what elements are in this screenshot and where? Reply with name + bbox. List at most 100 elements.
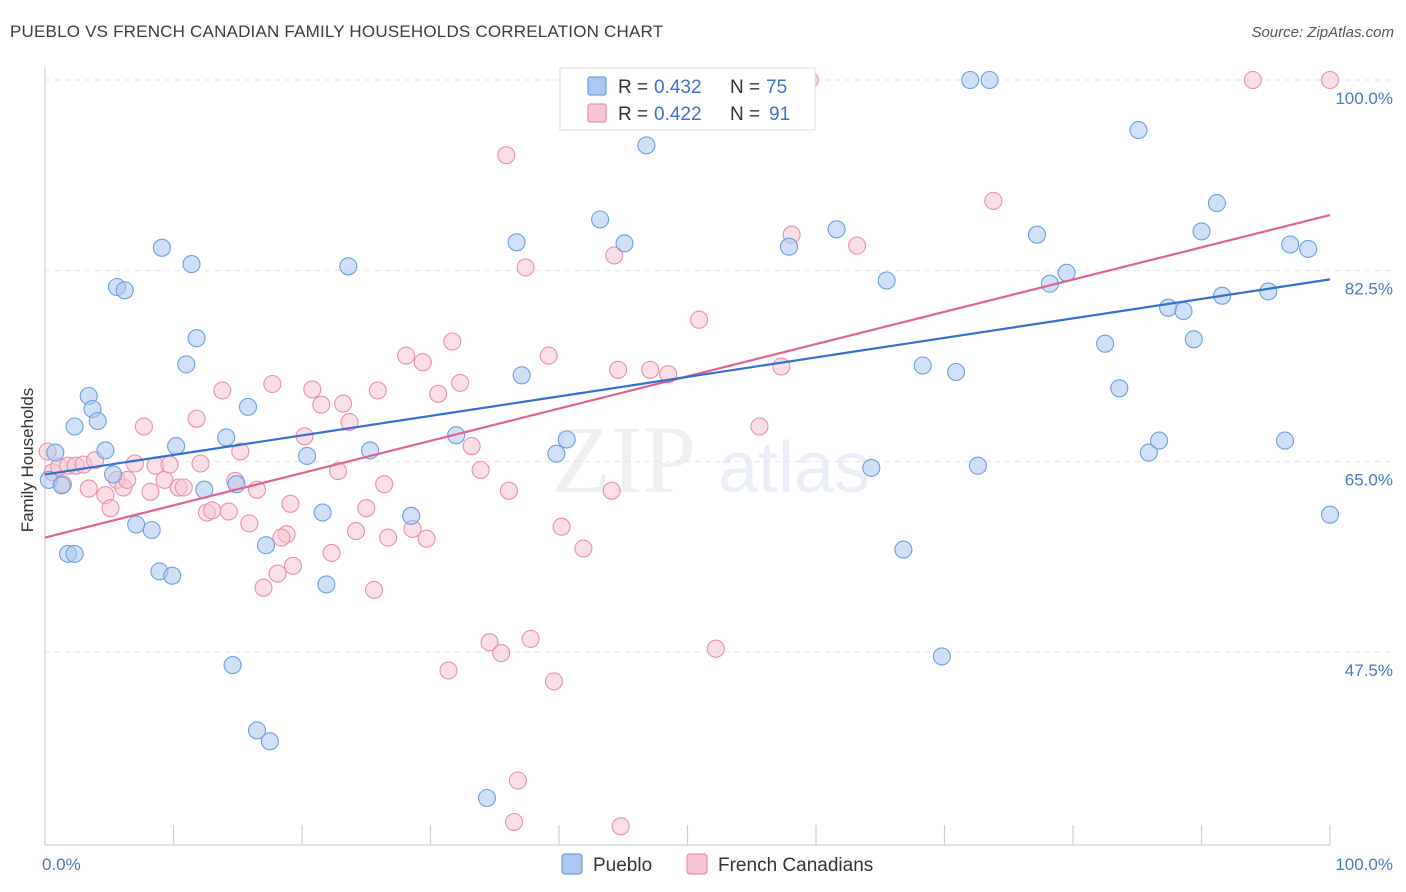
pueblo-point-16 bbox=[152, 238, 171, 257]
french-point-48 bbox=[368, 381, 387, 400]
pueblo-point-55 bbox=[968, 456, 987, 475]
bottom-legend-swatch-pueblo bbox=[561, 853, 583, 875]
pueblo-point-64 bbox=[1139, 443, 1158, 462]
pueblo-point-75 bbox=[1299, 239, 1318, 258]
french-point-78 bbox=[706, 639, 725, 658]
french-point-71 bbox=[602, 481, 621, 500]
french-point-25 bbox=[203, 501, 222, 520]
pueblo-point-33 bbox=[339, 257, 358, 276]
pueblo-point-17 bbox=[163, 566, 182, 585]
french-point-77 bbox=[690, 310, 709, 329]
pueblo-point-47 bbox=[779, 237, 799, 256]
pueblo-point-69 bbox=[1192, 222, 1211, 241]
pueblo-point-24 bbox=[223, 656, 242, 675]
french-point-75 bbox=[641, 360, 660, 379]
pueblo-point-8 bbox=[88, 411, 107, 431]
french-point-41 bbox=[322, 543, 341, 562]
pueblo-point-44 bbox=[637, 136, 656, 155]
french-point-10 bbox=[101, 499, 120, 518]
y-axis-title: Family Households bbox=[18, 388, 37, 533]
pueblo-points bbox=[39, 70, 1340, 808]
pueblo-point-39 bbox=[512, 366, 531, 385]
pueblo-point-61 bbox=[1096, 334, 1115, 353]
pueblo-point-62 bbox=[1110, 379, 1129, 398]
legend-r-value-1: 0.422 bbox=[654, 104, 702, 125]
pueblo-point-74 bbox=[1281, 235, 1300, 254]
french-point-7 bbox=[79, 479, 98, 498]
trend-lines bbox=[44, 214, 1331, 539]
french-point-69 bbox=[552, 517, 571, 536]
french-point-14 bbox=[125, 454, 144, 473]
chart-title: PUEBLO VS FRENCH CANADIAN FAMILY HOUSEHO… bbox=[10, 22, 664, 41]
gridlines bbox=[45, 79, 1393, 653]
legend-swatch-pueblo bbox=[587, 76, 607, 96]
french-point-37 bbox=[283, 556, 303, 575]
french-point-85 bbox=[984, 191, 1003, 210]
pueblo-point-48 bbox=[827, 220, 846, 239]
french-point-44 bbox=[340, 413, 359, 432]
legend-n-value-0: 75 bbox=[766, 77, 787, 98]
french-point-29 bbox=[231, 442, 250, 461]
french-point-66 bbox=[521, 629, 540, 648]
french-point-86 bbox=[1243, 70, 1262, 90]
french-point-23 bbox=[191, 454, 210, 473]
pueblo-point-38 bbox=[507, 233, 526, 252]
pueblo-point-19 bbox=[177, 355, 196, 374]
bottom-legend-swatch-french bbox=[686, 853, 708, 875]
legend-n-label-0: N = bbox=[730, 77, 760, 98]
french-point-30 bbox=[240, 514, 259, 533]
pueblo-point-37 bbox=[477, 788, 497, 808]
french-point-16 bbox=[141, 482, 160, 501]
french-point-64 bbox=[504, 812, 524, 832]
pueblo-point-50 bbox=[877, 271, 896, 290]
pueblo-point-58 bbox=[1027, 225, 1047, 244]
legend-r-value-0: 0.432 bbox=[654, 77, 702, 98]
pueblo-point-72 bbox=[1259, 282, 1278, 301]
french-point-33 bbox=[263, 374, 282, 394]
x-axis-ticks bbox=[172, 825, 1331, 845]
french-point-46 bbox=[357, 499, 376, 518]
legend-top: R = 0.432 N = 75 R = 0.422 N = 91 bbox=[559, 67, 816, 131]
y-tick-label-0: 47.5% bbox=[1345, 661, 1393, 680]
pueblo-point-30 bbox=[298, 446, 317, 465]
french-point-26 bbox=[213, 381, 232, 400]
pueblo-point-63 bbox=[1129, 121, 1148, 140]
french-point-70 bbox=[574, 539, 593, 558]
french-point-42 bbox=[328, 462, 348, 481]
french-point-54 bbox=[417, 529, 436, 548]
french-point-34 bbox=[268, 564, 287, 583]
y-tick-label-2: 82.5% bbox=[1345, 280, 1393, 299]
french-point-51 bbox=[397, 346, 416, 365]
french-point-73 bbox=[609, 360, 628, 379]
legend-r-label-1: R = bbox=[618, 104, 648, 125]
pueblo-point-70 bbox=[1207, 194, 1226, 213]
pueblo-point-73 bbox=[1275, 431, 1295, 450]
french-point-89 bbox=[499, 481, 518, 500]
y-tick-labels: 47.5% 65.0% 82.5% 100.0% bbox=[1335, 89, 1393, 680]
pueblo-trend-line bbox=[44, 278, 1331, 476]
pueblo-point-68 bbox=[1184, 330, 1203, 349]
french-point-36 bbox=[281, 494, 300, 513]
pueblo-point-21 bbox=[187, 329, 206, 348]
french-point-22 bbox=[187, 409, 206, 428]
french-point-84 bbox=[848, 236, 867, 255]
pueblo-point-5 bbox=[65, 417, 84, 436]
french-point-88 bbox=[508, 771, 527, 790]
pueblo-point-42 bbox=[591, 210, 610, 229]
legend-n-label-1: N = bbox=[730, 104, 760, 125]
pueblo-point-12 bbox=[115, 281, 134, 300]
french-point-45 bbox=[346, 522, 366, 541]
y-tick-label-3: 100.0% bbox=[1335, 89, 1393, 108]
watermark: ZIP atlas bbox=[552, 406, 870, 513]
watermark-zip: ZIP bbox=[552, 406, 696, 513]
french-point-60 bbox=[471, 460, 490, 480]
pueblo-point-2 bbox=[52, 476, 71, 495]
french-point-43 bbox=[334, 394, 353, 413]
french-point-79 bbox=[750, 417, 769, 436]
french-point-19 bbox=[160, 455, 179, 474]
y-tick-label-1: 65.0% bbox=[1345, 470, 1393, 489]
french-point-63 bbox=[497, 146, 516, 165]
french-point-68 bbox=[544, 672, 563, 691]
legend-r-label-0: R = bbox=[618, 77, 648, 98]
pueblo-point-28 bbox=[256, 536, 276, 555]
